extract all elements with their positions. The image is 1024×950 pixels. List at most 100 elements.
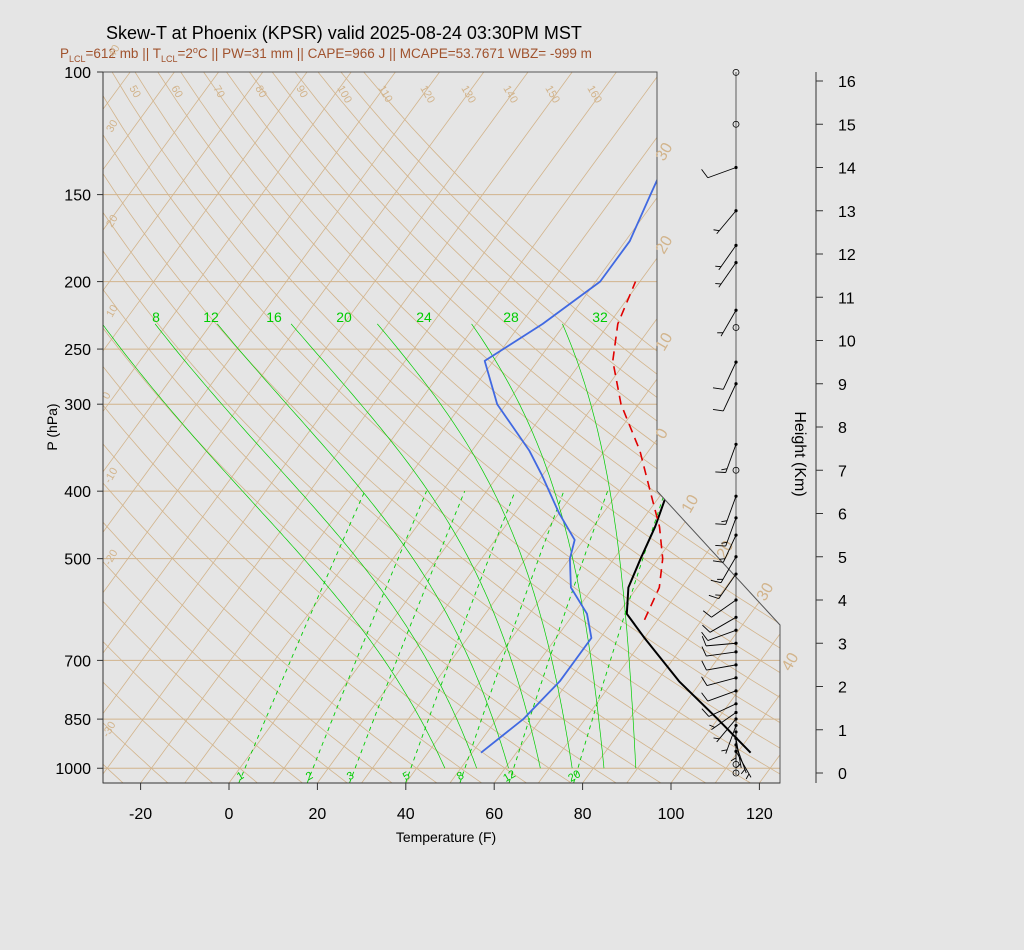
wind-barb [715,261,738,288]
wind-barb-feather [701,646,707,657]
dry-adiabat-line [103,72,780,783]
isotherm-line [184,72,706,783]
moist-adiabat-label: 8 [152,309,160,325]
background-grid [0,72,780,783]
isotherm-line [0,72,86,783]
isotherm-line [670,72,780,783]
wind-barb-feather [730,757,737,762]
height-tick-label: 4 [838,593,847,610]
mixing-ratio-label: 8 [455,770,466,783]
wind-barb-staff [725,725,737,754]
dry-adiabat-label: 150 [542,84,562,106]
wind-barb-feather [745,773,750,780]
dry-adiabat-line [103,72,482,783]
moist-adiabat-label: 20 [336,309,352,325]
wind-barb-staff [718,262,737,288]
height-tick-label: 0 [838,766,847,783]
dry-adiabat-line [103,72,572,783]
dry-adiabat-line [103,72,169,783]
dry-adiabat-line [103,72,438,783]
wind-barb-feather [713,737,720,740]
wind-barb-staff [706,642,737,647]
x-tick-label: 100 [658,806,685,823]
wind-barb-staff [735,738,742,769]
dry-adiabat-line [203,72,780,783]
wind-barb [715,243,738,271]
mixing-ratio-label: 5 [401,770,412,783]
wind-barb-staff [706,677,737,687]
y-tick-label: 850 [64,712,91,729]
isotherm-label: -20 [102,548,120,568]
wind-barb [701,660,738,671]
dry-adiabat-label: 60 [168,84,185,101]
mixing-ratio-line [405,491,516,783]
wind-barb-staff [706,651,737,657]
isotherm-line [103,72,485,783]
wind-barb-feather [721,541,728,544]
mixing-ratio-label: 3 [345,770,356,783]
wind-barb [708,572,738,600]
wind-barb-feather [701,635,707,647]
wind-barb-staff [706,664,737,671]
wind-barb-feather [701,631,709,641]
y-axis-label: P (hPa) [44,403,60,450]
dry-adiabat-line [134,72,780,783]
wind-barb-staff [720,310,737,337]
dry-adiabat-line [103,72,258,783]
wind-barb-staff [716,718,737,743]
dry-adiabat-line [0,72,78,783]
moist-adiabat-label: 32 [592,309,608,325]
wind-barb [701,165,738,179]
moist-adiabat-line [471,323,605,769]
isotherm-edge-label: 40 [779,650,803,674]
dry-adiabat-line [103,72,124,783]
dry-adiabat-line [340,72,780,783]
chart-title: Skew-T at Phoenix (KPSR) valid 2025-08-2… [106,23,582,43]
dry-adiabat-line [103,72,780,783]
dry-adiabat-label: 80 [252,84,269,101]
profiles [480,72,780,754]
isotherm-line [103,72,529,783]
wind-barb [730,730,738,762]
isotherm-line [103,72,219,783]
dry-adiabat-line [317,72,780,783]
isotherm-line [103,72,573,783]
wind-barb-feather [713,229,720,232]
wind-barb-staff [722,383,737,412]
height-tick-label: 16 [838,74,856,91]
dry-adiabat-line [103,72,707,783]
dry-adiabat-line [103,72,780,783]
height-tick-label: 3 [838,636,847,653]
wind-barb [701,702,738,717]
wind-barb-staff [722,361,737,390]
dry-adiabat-line [103,72,213,783]
dry-adiabat-line [103,72,751,783]
y-tick-label: 250 [64,342,91,359]
subtitle-tail: C || PW=31 mm || CAPE=966 J || MCAPE=53.… [198,46,592,61]
height-tick-label: 8 [838,420,847,437]
dry-adiabat-label: 90 [293,84,310,101]
wind-barb-feather [701,169,709,179]
moist-adiabat-line [103,323,446,769]
height-tick-label: 6 [838,507,847,524]
wind-barb [701,635,738,647]
wind-barb-feather [715,544,726,547]
wind-barb [717,308,738,337]
height-tick-label: 14 [838,161,856,178]
x-tick-label: 120 [746,806,773,823]
isotherm-edge-label: 30 [754,580,778,604]
mixing-ratio-line [459,491,565,783]
height-tick-label: 11 [838,290,855,307]
isotherm-line [449,72,780,783]
dry-adiabat-line [103,72,393,783]
wind-barb [712,382,738,412]
height-axis-label: Height (Km) [791,411,808,496]
calm-wind-circle [732,769,740,777]
subtitle-p-sub: LCL [69,54,86,64]
subtitle-t-sub: LCL [161,54,178,64]
wind-barb [713,717,738,743]
isotherm-edge-label: 20 [653,233,677,257]
